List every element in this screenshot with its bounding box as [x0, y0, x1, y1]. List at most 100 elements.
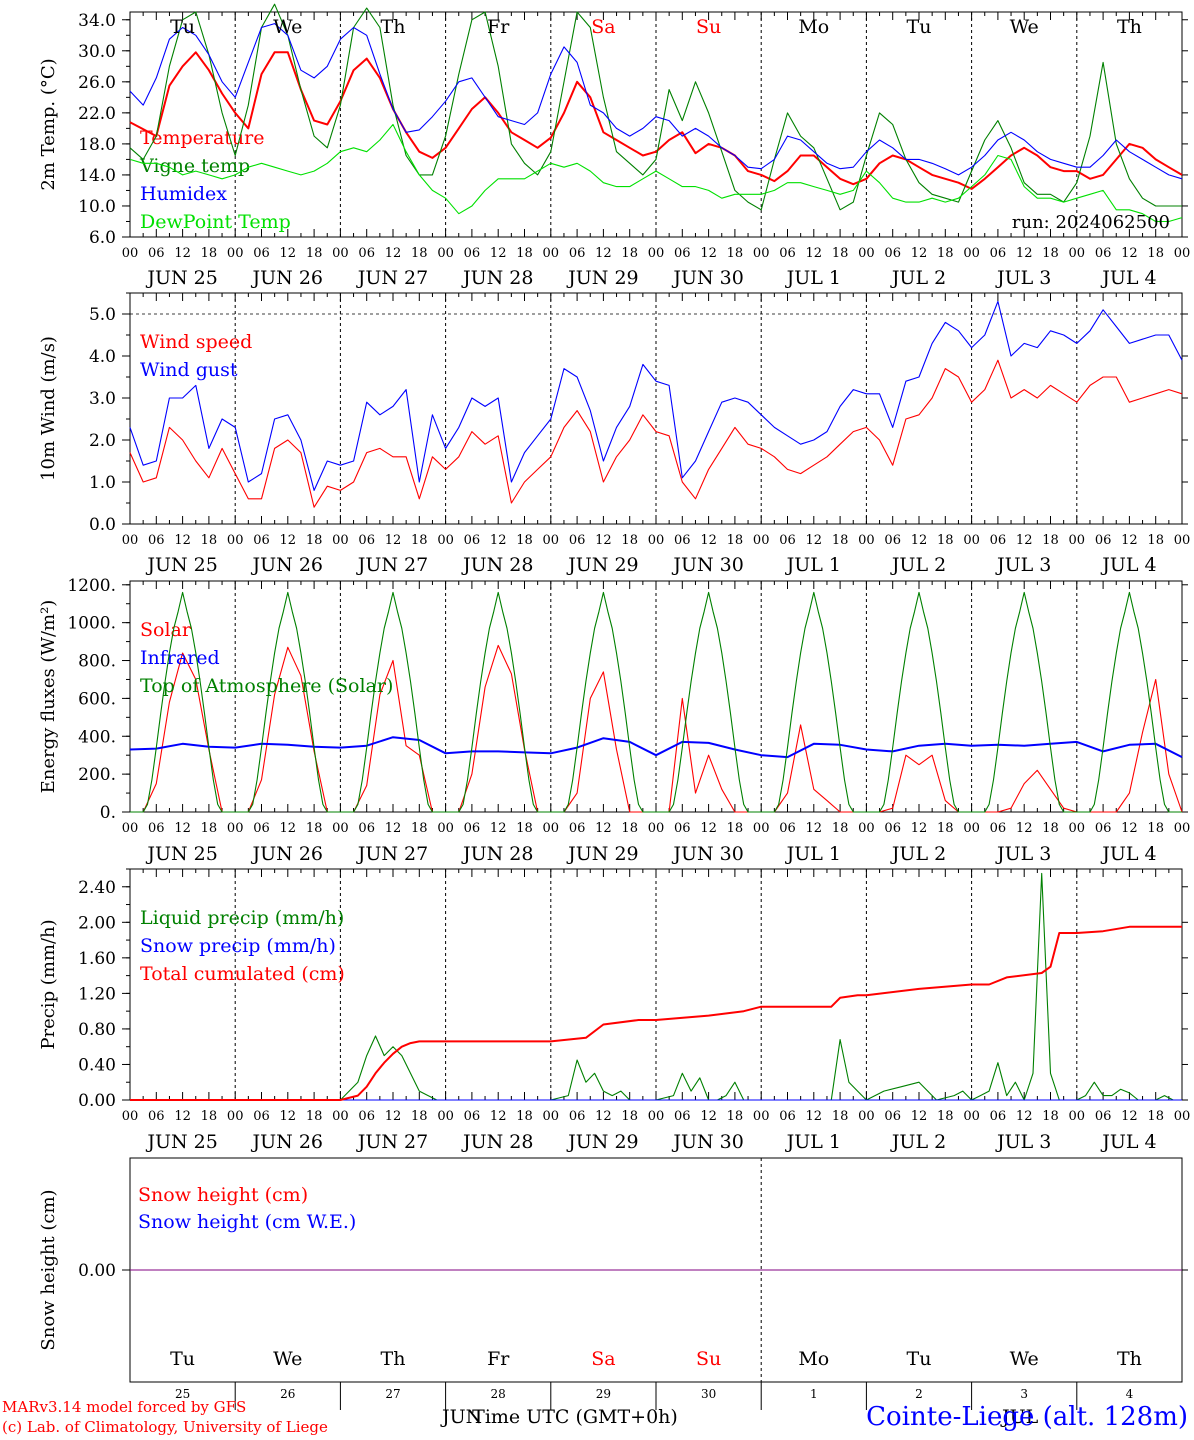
hour-label: 00 — [1069, 246, 1086, 261]
day-number-label: 2 — [915, 1387, 923, 1401]
hour-label: 12 — [595, 246, 612, 261]
day-of-week-label: We — [1010, 16, 1039, 38]
date-label: JUL 2 — [890, 1131, 946, 1153]
y-tick-label: 6.0 — [89, 228, 116, 248]
hour-label: 06 — [779, 821, 796, 836]
hour-label: 12 — [490, 1109, 507, 1124]
hour-label: 12 — [174, 246, 191, 261]
hour-label: 06 — [884, 246, 901, 261]
series-line-top-of-atmosphere-solar- — [130, 591, 1182, 813]
hour-label: 18 — [411, 1109, 428, 1124]
series-line-vigne-temp — [129, 3, 1182, 211]
hour-label: 00 — [1174, 533, 1191, 548]
hour-label: 06 — [1095, 533, 1112, 548]
hour-label: 12 — [280, 1109, 297, 1124]
hour-label: 12 — [1121, 821, 1138, 836]
month-label-jul: JUL — [1000, 1406, 1039, 1428]
date-label: JUN 25 — [145, 267, 217, 289]
date-label: JUN 29 — [566, 1131, 638, 1153]
hour-label: 12 — [1121, 1109, 1138, 1124]
hour-label: 00 — [858, 246, 875, 261]
date-label: JUN 25 — [145, 1131, 217, 1153]
y-tick-label: 2.0 — [89, 431, 116, 451]
hour-label: 12 — [1016, 1109, 1033, 1124]
date-label: JUN 28 — [461, 1131, 533, 1153]
hour-label: 00 — [437, 821, 454, 836]
date-label: JUL 4 — [1100, 843, 1156, 865]
hour-label: 18 — [306, 246, 323, 261]
series-line-dewpoint-temp — [129, 123, 1183, 223]
legend-entry: Snow height (cm) — [138, 1184, 308, 1206]
hour-label: 12 — [1121, 246, 1138, 261]
date-label: JUN 28 — [461, 267, 533, 289]
hour-label: 00 — [227, 246, 244, 261]
hour-label: 12 — [280, 246, 297, 261]
hour-label: 00 — [753, 1109, 770, 1124]
day-number-label: 3 — [1020, 1387, 1028, 1401]
y-tick-label: 18.0 — [78, 135, 116, 155]
hour-label: 18 — [937, 821, 954, 836]
x-axis-label: Time UTC (GMT+0h) — [472, 1406, 678, 1428]
hour-label: 06 — [148, 246, 165, 261]
day-of-week-label: We — [1010, 1348, 1039, 1370]
hour-label: 12 — [280, 533, 297, 548]
hour-label: 18 — [201, 821, 218, 836]
hour-label: 00 — [858, 821, 875, 836]
hour-label: 18 — [832, 246, 849, 261]
y-tick-label: 1000. — [67, 614, 116, 634]
y-axis-label: Precip (mm/h) — [38, 919, 59, 1049]
day-number-label: 30 — [701, 1387, 716, 1401]
legend-entry: Snow height (cm W.E.) — [138, 1211, 356, 1233]
hour-label: 18 — [306, 1109, 323, 1124]
y-tick-label: 0.00 — [78, 1261, 116, 1281]
hour-label: 00 — [437, 1109, 454, 1124]
hour-label: 18 — [1147, 821, 1164, 836]
lab-line: (c) Lab. of Climatology, University of L… — [2, 1418, 328, 1436]
date-label: JUL 2 — [890, 267, 946, 289]
legend-entry: Solar — [140, 619, 192, 641]
hour-label: 00 — [122, 246, 139, 261]
legend-entry: Infrared — [140, 647, 220, 669]
hour-label: 00 — [437, 246, 454, 261]
hour-label: 00 — [543, 246, 560, 261]
date-label: JUN 30 — [671, 843, 743, 865]
hour-label: 06 — [253, 821, 270, 836]
legend-entry: Top of Atmosphere (Solar) — [140, 675, 393, 697]
day-number-label: 4 — [1126, 1387, 1134, 1401]
hour-label: 00 — [1174, 1109, 1191, 1124]
date-label: JUN 29 — [566, 554, 638, 576]
hour-label: 06 — [674, 246, 691, 261]
hour-label: 06 — [990, 821, 1007, 836]
hour-label: 18 — [411, 821, 428, 836]
y-tick-label: 0.0 — [89, 515, 116, 535]
hour-label: 06 — [358, 533, 375, 548]
hour-label: 00 — [648, 246, 665, 261]
hour-label: 00 — [227, 1109, 244, 1124]
y-tick-label: 10.0 — [78, 197, 116, 217]
hour-label: 18 — [832, 1109, 849, 1124]
date-label: JUL 3 — [995, 267, 1051, 289]
hour-label: 00 — [437, 533, 454, 548]
date-label: JUL 2 — [890, 843, 946, 865]
hour-label: 06 — [464, 246, 481, 261]
hour-label: 12 — [1121, 533, 1138, 548]
hour-label: 00 — [1174, 821, 1191, 836]
hour-label: 00 — [648, 821, 665, 836]
hour-label: 06 — [253, 1109, 270, 1124]
hour-label: 18 — [621, 533, 638, 548]
hour-label: 00 — [648, 1109, 665, 1124]
y-tick-label: 1.20 — [78, 984, 116, 1004]
legend-entry: Temperature — [140, 127, 264, 149]
hour-label: 18 — [1042, 821, 1059, 836]
legend-entry: Wind gust — [140, 359, 238, 381]
hour-label: 06 — [990, 246, 1007, 261]
hour-label: 00 — [1069, 821, 1086, 836]
hour-label: 00 — [122, 821, 139, 836]
y-tick-label: 0.00 — [78, 1091, 116, 1111]
day-of-week-label: Sa — [591, 1348, 615, 1370]
hour-label: 00 — [543, 821, 560, 836]
day-number-label: 27 — [385, 1387, 400, 1401]
date-label: JUN 30 — [671, 554, 743, 576]
